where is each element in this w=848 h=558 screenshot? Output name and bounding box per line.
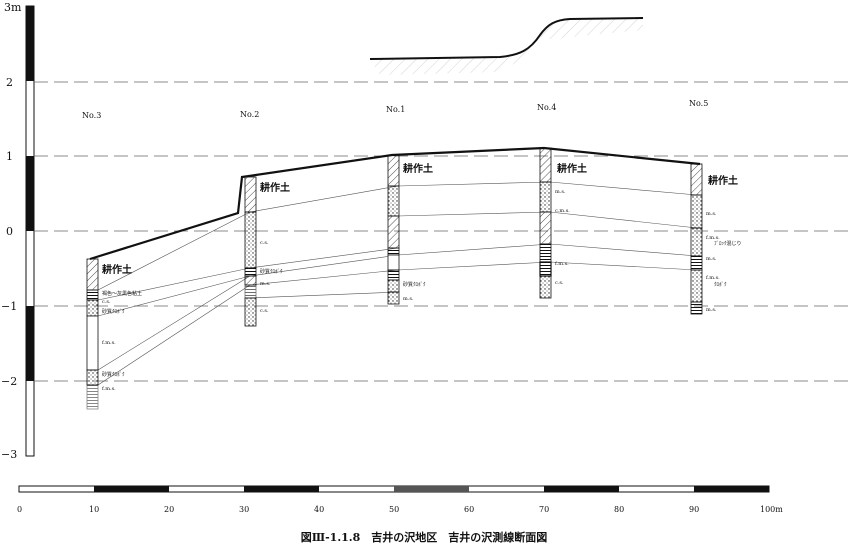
borehole-no2 — [244, 176, 257, 327]
layer-labels: 褐色～灰黒色粘土 c.s. 砂質ｸﾛﾎﾞｸ f.m.s. 砂質ｸﾛﾎﾞｸ f.m… — [102, 189, 742, 392]
layer-label: m.s. — [260, 281, 271, 287]
elevation-gridlines — [34, 81, 848, 382]
y-label-2: 2 — [6, 76, 13, 89]
borehole-label-no4: No.4 — [537, 103, 556, 112]
layer-label: m.s. — [555, 189, 566, 195]
borehole-label-no5: No.5 — [689, 99, 708, 108]
ground-surface-line — [89, 146, 701, 261]
vertical-scale-bar — [25, 5, 35, 457]
layer-label: f.m.s. — [706, 235, 720, 241]
layer-label: 砂質ｸﾛﾎﾞｸ — [102, 308, 125, 315]
x-label-100m: 100m — [760, 505, 783, 514]
x-label-70: 70 — [539, 505, 549, 514]
x-label-10: 10 — [89, 505, 99, 514]
layer-label: 砂質ｸﾛﾎﾞｸ — [403, 281, 426, 288]
layer-label: ﾌﾞﾛｯｸ混じり — [714, 240, 742, 247]
x-label-30: 30 — [239, 505, 249, 514]
layer-label: c.s. — [260, 240, 269, 246]
borehole-no3 — [86, 258, 99, 410]
x-axis-labels: 0 10 20 30 40 50 60 70 80 90 100m — [17, 505, 783, 514]
y-label-minus-3: −3 — [1, 448, 17, 461]
layer-label: c.m.s. — [555, 208, 570, 214]
borehole-label-no1: No.1 — [386, 105, 405, 114]
borehole-labels: No.3 No.2 No.1 No.4 No.5 — [82, 99, 708, 120]
horizontal-scale-bar — [18, 485, 770, 493]
y-label-minus-1: −1 — [1, 300, 17, 313]
soil-label-no3: 耕作土 — [102, 263, 132, 276]
layer-label: c.s. — [555, 280, 564, 286]
borehole-no4 — [539, 147, 552, 299]
figure-caption: 図Ⅲ-1.1.8 吉井の沢地区 吉井の沢測線断面図 — [301, 530, 548, 544]
layer-label: f.m.s. — [102, 340, 116, 346]
soil-label-no5: 耕作土 — [708, 174, 738, 187]
layer-label: f.m.s. — [706, 275, 720, 281]
upper-terrain-profile — [369, 17, 644, 75]
layer-label: f.m.s. — [555, 261, 569, 267]
layer-label: m.s. — [403, 296, 414, 302]
layer-label: 砂質ｸﾛﾎﾞｸ — [260, 268, 283, 275]
layer-label: f.m.s. — [102, 386, 116, 392]
soil-label-no1: 耕作土 — [403, 162, 433, 175]
y-label-3m: 3m — [4, 1, 22, 14]
y-axis-labels: 3m 2 1 0 −1 −2 −3 — [1, 1, 22, 461]
borehole-no5 — [690, 163, 703, 315]
borehole-label-no3: No.3 — [82, 111, 101, 120]
borehole-no1 — [387, 154, 400, 305]
x-label-90: 90 — [689, 505, 699, 514]
y-label-0: 0 — [6, 225, 13, 238]
layer-label: ｸﾛﾎﾞｸ — [714, 281, 727, 288]
y-label-minus-2: −2 — [1, 375, 17, 388]
layer-label: m.s. — [706, 307, 717, 313]
x-label-50: 50 — [389, 505, 399, 514]
borehole-label-no2: No.2 — [240, 110, 259, 119]
x-label-40: 40 — [314, 505, 324, 514]
layer-label: c.s. — [102, 299, 111, 305]
x-label-0: 0 — [17, 505, 22, 514]
x-label-60: 60 — [464, 505, 474, 514]
y-label-1: 1 — [6, 150, 13, 163]
layer-label: m.s. — [706, 256, 717, 262]
layer-label: 褐色～灰黒色粘土 — [102, 290, 142, 297]
soil-label-no4: 耕作土 — [557, 162, 587, 175]
layer-label: c.s. — [260, 308, 269, 314]
x-label-20: 20 — [164, 505, 174, 514]
soil-label-no2: 耕作土 — [260, 181, 290, 194]
layer-label: m.s. — [706, 211, 717, 217]
correlation-lines — [97, 181, 698, 386]
surface-soil-labels: 耕作土 耕作土 耕作土 耕作土 耕作土 — [102, 162, 738, 276]
layer-label: 砂質ｸﾛﾎﾞｸ — [102, 371, 125, 378]
x-label-80: 80 — [614, 505, 624, 514]
